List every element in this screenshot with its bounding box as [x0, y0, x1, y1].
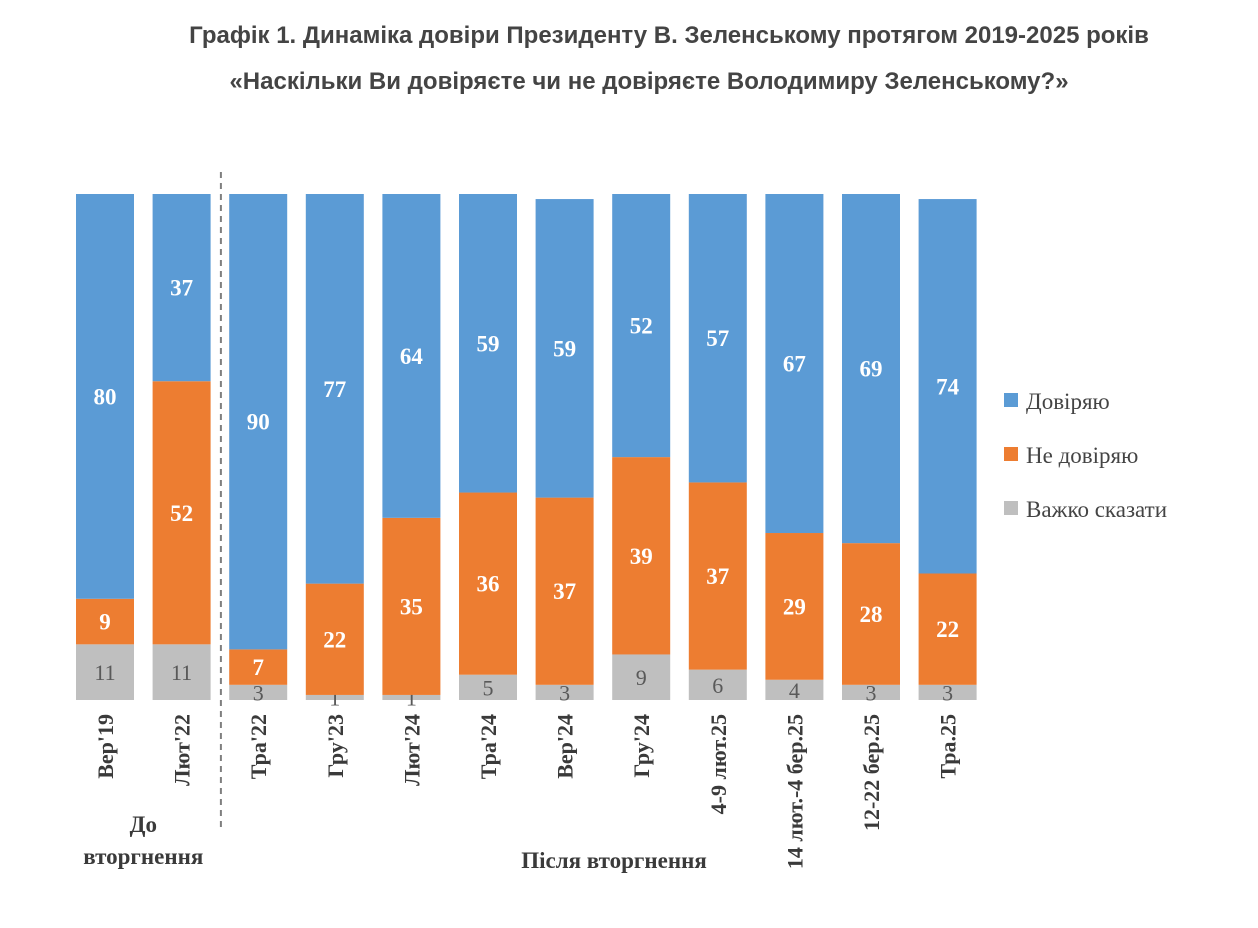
- x-tick-label-6: Вер'24: [553, 714, 578, 779]
- legend-swatch-2: [1004, 501, 1018, 515]
- data-label-1-3: 22: [323, 627, 346, 652]
- group-label-before-1: вторгнення: [83, 844, 203, 869]
- data-label-0-11: 74: [936, 374, 960, 399]
- bar-0-8: [688, 194, 747, 483]
- bar-2-3: [305, 694, 364, 700]
- legend-label-1: Не довіряю: [1026, 443, 1138, 468]
- bar-2-11: [918, 684, 977, 700]
- bar-0-3: [305, 194, 364, 584]
- data-label-1-11: 22: [936, 617, 959, 642]
- bar-1-9: [765, 533, 824, 680]
- chart-subtitle: «Наскільки Ви довіряєте чи не довіряєте …: [229, 68, 1069, 95]
- data-label-0-3: 77: [323, 377, 346, 402]
- x-tick-label-7: Гру'24: [629, 714, 654, 778]
- bar-0-1: [152, 194, 211, 382]
- bar-1-6: [535, 497, 594, 685]
- bar-2-2: [229, 684, 288, 700]
- x-tick-label-10: 12-22 бер.25: [859, 714, 884, 831]
- group-label-after: Після вторгнення: [521, 848, 707, 873]
- data-label-2-10: 3: [866, 680, 877, 705]
- chart-title: Графік 1. Динаміка довіри Президенту В. …: [189, 22, 1149, 49]
- data-label-1-8: 37: [706, 564, 729, 589]
- bar-0-4: [382, 194, 441, 518]
- bar-2-4: [382, 694, 441, 700]
- bar-0-6: [535, 199, 594, 498]
- data-label-2-0: 11: [94, 660, 115, 685]
- bar-1-4: [382, 517, 441, 695]
- data-label-1-0: 9: [99, 610, 111, 635]
- data-label-0-7: 52: [630, 314, 653, 339]
- bar-0-9: [765, 194, 824, 534]
- bar-1-2: [229, 649, 288, 685]
- bar-2-1: [152, 644, 211, 700]
- data-label-2-9: 4: [789, 678, 800, 703]
- data-label-1-5: 36: [477, 572, 500, 597]
- bar-2-10: [842, 684, 900, 700]
- bar-1-8: [688, 482, 747, 670]
- bar-1-0: [76, 598, 134, 645]
- data-label-1-7: 39: [630, 544, 653, 569]
- data-label-0-10: 69: [860, 357, 883, 382]
- data-label-1-2: 7: [252, 655, 264, 680]
- bar-0-5: [459, 194, 517, 493]
- data-label-1-1: 52: [170, 501, 193, 526]
- data-label-2-6: 3: [559, 680, 570, 705]
- data-label-0-2: 90: [247, 410, 270, 435]
- data-label-0-5: 59: [477, 331, 500, 356]
- bar-2-7: [612, 654, 671, 700]
- x-tick-label-1: Лют'22: [170, 714, 195, 786]
- data-label-1-10: 28: [860, 602, 883, 627]
- data-label-2-2: 3: [253, 680, 264, 705]
- bar-2-6: [535, 684, 594, 700]
- data-label-2-11: 3: [942, 680, 953, 705]
- legend-label-0: Довіряю: [1026, 389, 1110, 414]
- legend-label-2: Важко сказати: [1026, 497, 1167, 522]
- bar-0-10: [842, 194, 900, 544]
- bar-1-7: [612, 457, 671, 655]
- bar-1-3: [305, 583, 364, 695]
- x-tick-label-11: Тра.25: [936, 714, 961, 779]
- x-tick-label-5: Тра'24: [476, 714, 501, 779]
- x-tick-label-0: Вер'19: [93, 714, 118, 779]
- data-label-1-6: 37: [553, 579, 576, 604]
- data-label-2-5: 5: [483, 675, 494, 700]
- bar-0-0: [76, 194, 134, 599]
- x-tick-label-8: 4-9 лют.25: [706, 714, 731, 814]
- bar-0-2: [229, 194, 288, 650]
- data-label-0-0: 80: [94, 384, 117, 409]
- data-label-2-4: 1: [406, 685, 417, 710]
- bar-0-7: [612, 194, 671, 458]
- bar-2-0: [76, 644, 134, 700]
- data-label-0-6: 59: [553, 336, 576, 361]
- bar-2-9: [765, 679, 824, 700]
- x-tick-label-9: 14 лют.-4 бер.25: [782, 714, 807, 869]
- data-label-0-8: 57: [706, 326, 729, 351]
- bar-1-11: [918, 573, 977, 685]
- data-label-2-3: 1: [329, 685, 340, 710]
- data-label-1-4: 35: [400, 594, 423, 619]
- legend-swatch-0: [1004, 393, 1018, 407]
- bar-1-1: [152, 381, 211, 645]
- data-label-2-8: 6: [712, 673, 723, 698]
- data-label-0-4: 64: [400, 344, 424, 369]
- data-label-0-9: 67: [783, 352, 806, 377]
- bar-2-5: [459, 674, 517, 700]
- x-tick-label-2: Тра'22: [246, 714, 271, 779]
- bar-2-8: [688, 669, 747, 700]
- data-label-2-1: 11: [171, 660, 192, 685]
- bar-0-11: [918, 199, 977, 574]
- bar-1-10: [842, 543, 900, 685]
- x-tick-label-3: Гру'23: [323, 714, 348, 778]
- x-tick-label-4: Лют'24: [399, 714, 424, 786]
- bar-1-5: [459, 492, 517, 675]
- legend-swatch-1: [1004, 447, 1018, 461]
- data-label-1-9: 29: [783, 594, 806, 619]
- data-label-0-1: 37: [170, 276, 193, 301]
- data-label-2-7: 9: [636, 665, 647, 690]
- group-label-before-0: До: [130, 812, 157, 837]
